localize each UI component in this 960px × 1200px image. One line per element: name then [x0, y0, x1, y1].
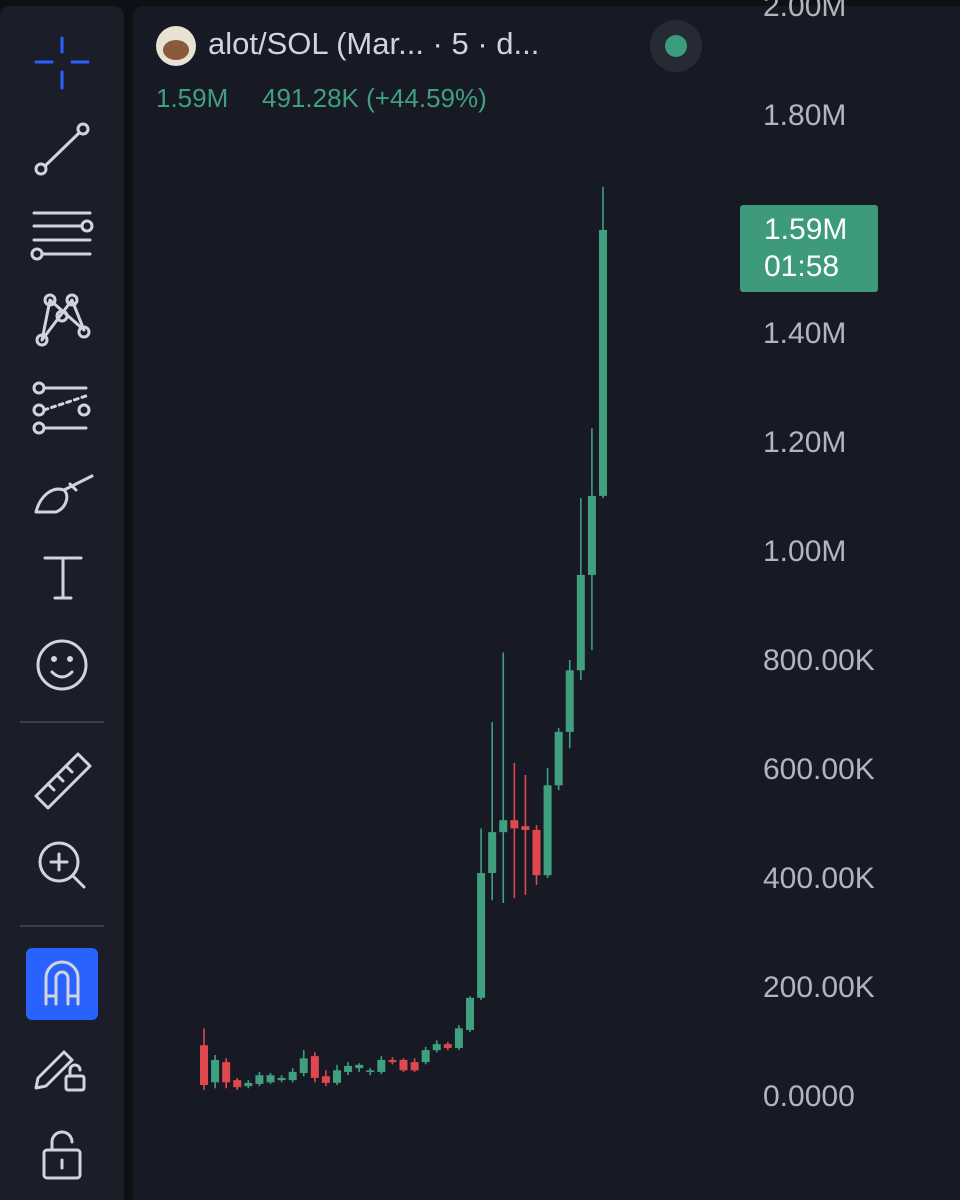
- candle-body: [310, 1056, 319, 1078]
- candle-body: [576, 574, 585, 671]
- token-avatar-art: [163, 40, 189, 60]
- y-tick-label: 600.00K: [763, 753, 875, 786]
- lock-tool[interactable]: [42, 1130, 82, 1180]
- legend-price: 1.59M: [156, 83, 228, 113]
- text-tool[interactable]: [43, 556, 83, 600]
- lock-drawing-tool[interactable]: [34, 1050, 86, 1092]
- y-tick-label: 200.00K: [763, 971, 875, 1004]
- candle-body: [532, 829, 541, 876]
- legend-change: 491.28K (+44.59%): [262, 83, 487, 113]
- y-tick-label: 400.00K: [763, 862, 875, 895]
- symbol[interactable]: alot/SOL (Mar... · 5 · d...: [208, 26, 539, 61]
- candle-body: [388, 1059, 397, 1063]
- candle-body: [366, 1070, 375, 1072]
- pattern-tool[interactable]: [35, 293, 91, 347]
- candle-body: [510, 820, 519, 829]
- candle-body: [200, 1045, 208, 1086]
- candle-body: [344, 1065, 353, 1072]
- bar-countdown: 01:58: [764, 250, 839, 283]
- y-tick-label: 800.00K: [763, 644, 875, 677]
- candle-body: [255, 1075, 264, 1084]
- candle-body: [587, 495, 596, 575]
- y-tick-label: 1.00M: [763, 535, 846, 568]
- y-tick-label: 0.0000: [763, 1080, 855, 1113]
- candle-body: [554, 731, 563, 786]
- candle-body: [432, 1044, 441, 1051]
- candle-body: [488, 832, 497, 874]
- toolbar: [0, 6, 124, 1200]
- ruler-tool[interactable]: [34, 752, 92, 810]
- magnet-button[interactable]: [26, 948, 98, 1020]
- candle-body: [233, 1080, 242, 1088]
- candle-body: [521, 826, 530, 830]
- candle-body: [266, 1075, 275, 1083]
- candle-body: [277, 1077, 286, 1081]
- y-tick-label: 1.80M: [763, 99, 846, 132]
- candle-body: [288, 1071, 297, 1081]
- status-dot: [665, 35, 687, 57]
- chart-panel: [133, 6, 960, 1200]
- candle-body: [333, 1070, 341, 1083]
- candle-body: [466, 997, 474, 1030]
- magnet-icon: [44, 960, 80, 1006]
- forecast-tool[interactable]: [32, 381, 91, 435]
- candle-body: [244, 1082, 253, 1087]
- candle-body: [222, 1062, 231, 1083]
- candle-body: [543, 785, 552, 876]
- candle-body: [321, 1076, 330, 1083]
- plot: [200, 186, 607, 1090]
- brush-tool[interactable]: [34, 474, 94, 514]
- candle-body: [477, 873, 486, 998]
- y-tick-label: 1.20M: [763, 426, 846, 459]
- last-price-label: 1.59M: [764, 213, 847, 246]
- price-axis: 0.0000 200.00K 400.00K 600.00K 800.00K 1.00M 1…: [740, 0, 878, 1113]
- candle-body: [410, 1062, 419, 1071]
- candle-body: [454, 1028, 463, 1048]
- trend-line-tool[interactable]: [34, 122, 90, 176]
- candle-body: [565, 670, 574, 732]
- candle-body: [599, 229, 607, 496]
- y-tick-label: 1.40M: [763, 317, 846, 350]
- candle-body: [355, 1064, 364, 1069]
- zoom-tool[interactable]: [38, 841, 86, 889]
- candle-body: [421, 1050, 430, 1063]
- crosshair-tool[interactable]: [34, 36, 90, 90]
- candle-body: [211, 1059, 220, 1083]
- last-price-tag: [740, 204, 878, 292]
- y-tick-label: 2.00M: [763, 0, 846, 23]
- emoji-tool[interactable]: [36, 639, 88, 691]
- fib-tool[interactable]: [30, 211, 94, 261]
- candle-body: [443, 1044, 452, 1048]
- candle-body: [377, 1059, 386, 1072]
- candle-body: [299, 1058, 308, 1074]
- candle-body: [499, 820, 508, 833]
- candle-body: [399, 1059, 408, 1071]
